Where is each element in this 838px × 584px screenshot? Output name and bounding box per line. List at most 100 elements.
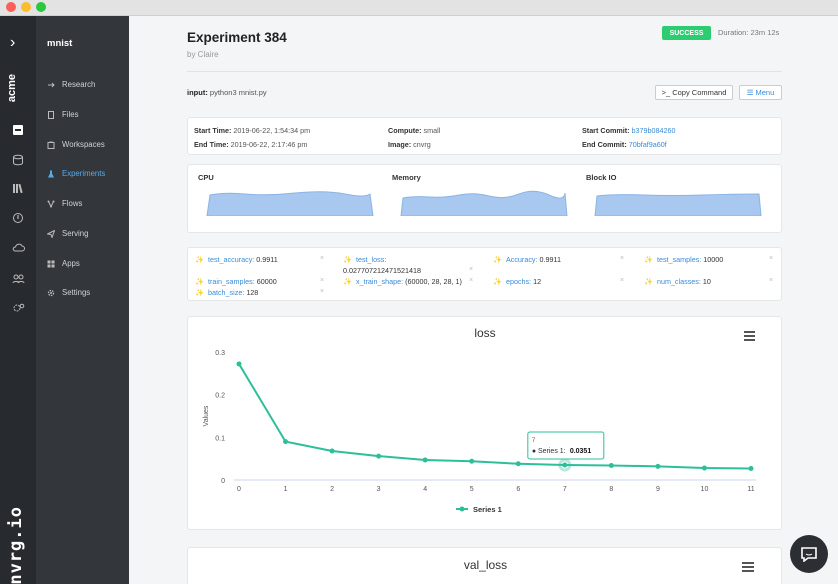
cloud-icon[interactable]: [10, 240, 26, 256]
x-tick-label: 1: [284, 486, 288, 493]
status-badge: SUCCESS: [662, 26, 711, 40]
chart-title: loss: [474, 326, 495, 340]
files-icon: [48, 110, 54, 119]
sidebar-item-serving[interactable]: Serving: [47, 229, 88, 238]
val-loss-chart-card: val_loss: [187, 547, 782, 584]
sparkle-icon: ✨: [644, 277, 653, 286]
metric-test-accuracy: ✨ test_accuracy: 0.9911: [195, 255, 278, 264]
window-titlebar: [0, 0, 838, 16]
org-name[interactable]: acme: [6, 74, 18, 103]
projects-icon[interactable]: [10, 122, 26, 138]
loss-chart: loss 0 0.1 0.2 0.3 0 1 2 3 4 5 6 7 8 9 10 11 Values 7 ● Ser…: [203, 326, 756, 514]
metric-test-loss: ✨ test_loss:: [343, 255, 387, 264]
datasets-icon[interactable]: [10, 152, 26, 168]
data-point: [236, 361, 242, 367]
data-point: [283, 439, 289, 445]
sidebar-item-files[interactable]: Files: [47, 110, 78, 119]
end-commit-link[interactable]: 70bfaf9a60f: [628, 140, 667, 149]
data-point: [701, 465, 707, 471]
loss-chart-card: loss 0 0.1 0.2 0.3 0 1 2 3 4 5 6 7 8 9 10 11 Values 7 ● Ser…: [187, 316, 782, 530]
legend-label[interactable]: Series 1: [473, 505, 502, 514]
sparkle-icon: ✨: [195, 277, 204, 286]
serving-icon: [47, 229, 55, 238]
remove-icon[interactable]: ×: [620, 255, 625, 262]
remove-icon[interactable]: ×: [320, 255, 325, 262]
sparkle-icon: ✨: [195, 255, 204, 264]
menu-button[interactable]: ☰ Menu: [739, 85, 782, 100]
sidebar-item-apps[interactable]: Apps: [47, 259, 80, 268]
metric-train-samples: ✨ train_samples: 60000: [195, 277, 277, 286]
remove-icon[interactable]: ×: [320, 277, 325, 284]
author: by Claire: [187, 50, 219, 59]
research-icon: [48, 82, 55, 87]
icon-rail: › acme cnvrg.io: [0, 16, 36, 584]
alerts-icon[interactable]: [10, 210, 26, 226]
cpu-label: CPU: [198, 173, 214, 182]
settings-icon: [47, 289, 55, 296]
sidebar-item-experiments[interactable]: Experiments: [47, 169, 105, 178]
apps-icon: [47, 260, 55, 267]
legend-marker: [459, 506, 465, 512]
remove-icon[interactable]: ×: [469, 277, 474, 284]
metric-test-samples: ✨ test_samples: 10000: [644, 255, 724, 264]
sidebar-item-label: Experiments: [62, 169, 106, 178]
tooltip-series: ● Series 1:: [532, 448, 566, 455]
experiments-icon: [48, 170, 54, 177]
window-minimize-button[interactable]: [21, 2, 31, 12]
x-tick-label: 4: [423, 486, 427, 493]
metric-batch-size: ✨ batch_size: 128: [195, 288, 259, 297]
team-icon[interactable]: [10, 270, 26, 286]
hamburger-menu-icon[interactable]: [744, 331, 755, 341]
metrics-card: ✨ test_accuracy: 0.9911 × ✨ test_loss: 0.0…: [187, 247, 782, 301]
data-point: [515, 461, 521, 467]
workspaces-icon: [47, 141, 55, 149]
remove-icon[interactable]: ×: [769, 277, 774, 284]
remove-icon[interactable]: ×: [469, 266, 474, 273]
metric-test-loss-value: 0.027707212471521418: [343, 266, 421, 275]
sparkle-icon: ✨: [644, 255, 653, 264]
menu-label: Menu: [755, 88, 775, 97]
metric-num-classes: ✨ num_classes: 10: [644, 277, 711, 286]
tooltip-box: [527, 431, 605, 460]
copy-command-button[interactable]: >_ Copy Command: [655, 85, 733, 100]
start-time: Start Time: 2019-06-22, 1:54:34 pm: [194, 126, 311, 135]
tooltip-x: 7: [532, 438, 536, 444]
chat-button[interactable]: [790, 535, 828, 573]
sidebar-item-label: Apps: [62, 259, 80, 268]
divider: [187, 71, 782, 72]
main-content: Experiment 384 by Claire SUCCESS Duratio…: [129, 16, 838, 584]
window-close-button[interactable]: [6, 2, 16, 12]
sidebar-item-label: Serving: [62, 229, 89, 238]
sidebar-item-settings[interactable]: Settings: [47, 288, 90, 297]
sparkle-icon: ✨: [493, 277, 502, 286]
sidebar-item-flows[interactable]: Flows: [47, 199, 82, 208]
end-time: End Time: 2019-06-22, 2:17:46 pm: [194, 140, 308, 149]
y-tick-label: 0.2: [215, 393, 225, 400]
remove-icon[interactable]: ×: [769, 255, 774, 262]
sparkle-icon: ✨: [343, 277, 352, 286]
x-tick-label: 11: [747, 486, 754, 493]
blockio-label: Block IO: [586, 173, 617, 182]
memory-sparkline: [400, 190, 568, 216]
window-maximize-button[interactable]: [36, 2, 46, 12]
remove-icon[interactable]: ×: [320, 288, 325, 295]
metric-accuracy: ✨ Accuracy: 0.9911: [493, 255, 561, 264]
remove-icon[interactable]: ×: [620, 277, 625, 284]
sidebar-item-research[interactable]: Research: [47, 80, 95, 89]
metric-x-train-shape: ✨ x_train_shape: (60000, 28, 28, 1): [343, 277, 462, 286]
x-tick-label: 5: [470, 486, 474, 493]
start-commit-link[interactable]: b379b084260: [631, 126, 676, 135]
cpu-sparkline: [206, 191, 374, 216]
hamburger-menu-icon[interactable]: [742, 562, 754, 572]
duration: Duration: 23m 12s: [718, 28, 780, 37]
expand-chevron-icon[interactable]: ›: [10, 34, 16, 51]
admin-settings-icon[interactable]: [10, 300, 26, 316]
y-axis-label: Values: [203, 405, 210, 426]
x-tick-label: 9: [656, 486, 660, 493]
data-point: [748, 465, 754, 471]
data-point: [608, 462, 614, 468]
sidebar-item-workspaces[interactable]: Workspaces: [47, 140, 105, 149]
library-icon[interactable]: [10, 180, 26, 196]
data-point: [655, 463, 661, 469]
sparkle-icon: ✨: [195, 288, 204, 297]
